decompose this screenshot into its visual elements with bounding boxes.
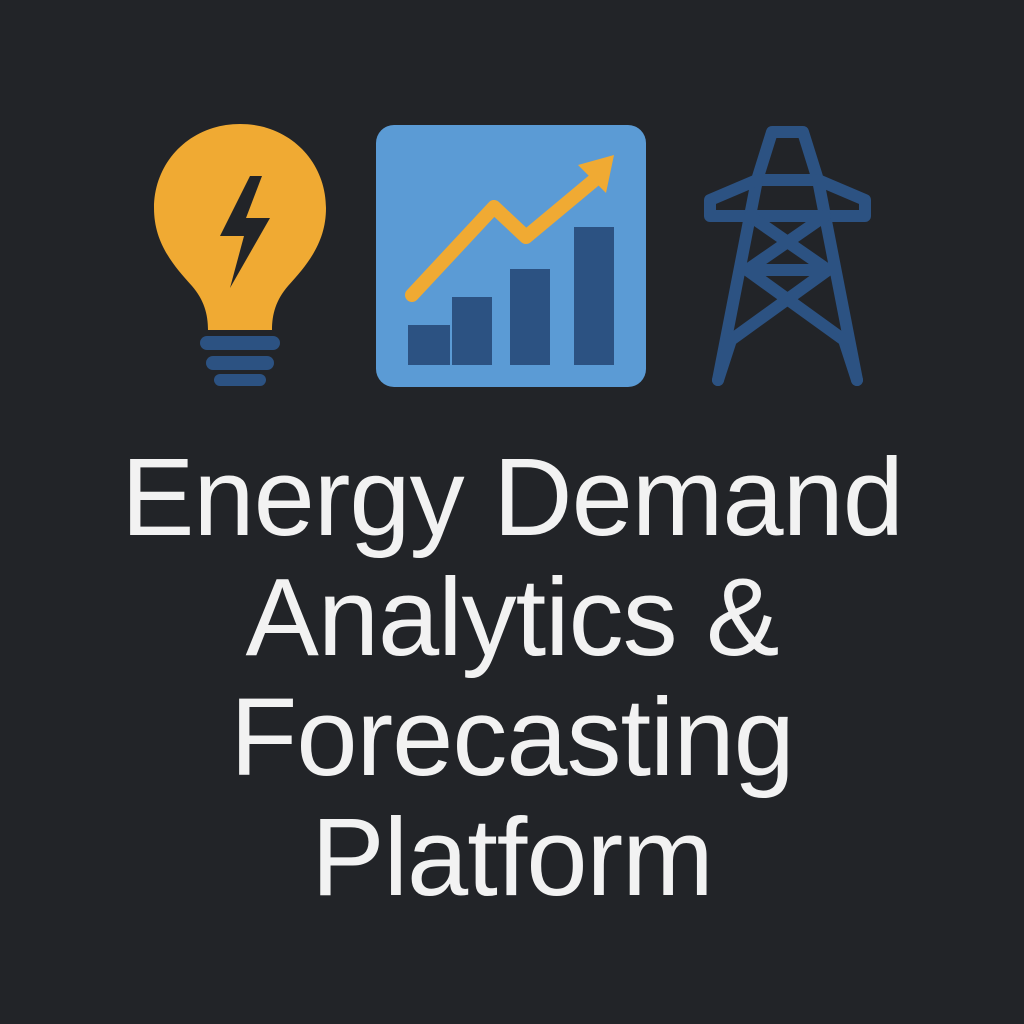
lightbulb-icon [150,118,330,390]
chart-bar-2 [452,297,492,365]
chart-bar-4 [574,227,614,365]
title-line-2: Analytics & [0,558,1024,678]
title-line-1: Energy Demand [0,438,1024,558]
growth-chart-icon [376,125,646,387]
title-line-4: Platform [0,798,1024,918]
bulb-base-ring-1 [200,336,280,350]
power-tower-icon [700,120,875,390]
bulb-base-ring-3 [214,374,266,386]
tower-peak [757,132,818,180]
icon-row [0,0,1024,400]
chart-bar-3 [510,269,550,365]
platform-title: Energy Demand Analytics & Forecasting Pl… [0,438,1024,918]
chart-bar-1 [408,325,450,365]
title-line-3: Forecasting [0,678,1024,798]
bulb-base-ring-2 [206,356,274,370]
